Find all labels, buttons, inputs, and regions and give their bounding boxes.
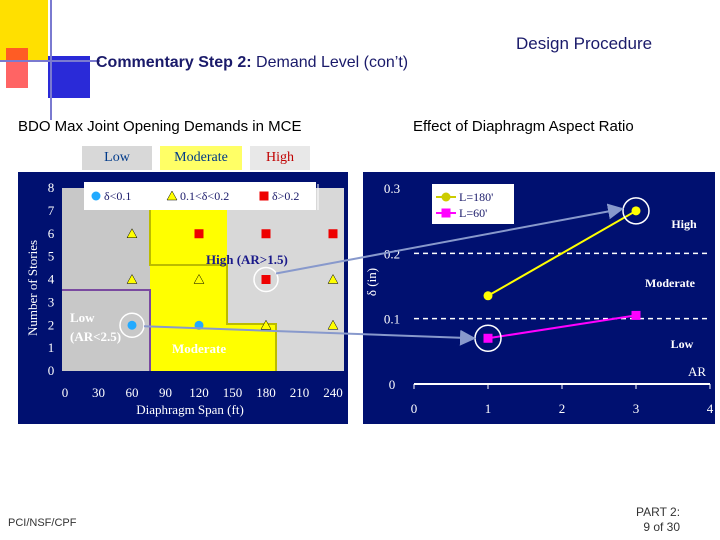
left-legend-marker <box>166 190 178 201</box>
right-series-line <box>487 314 637 340</box>
left-x-tick: 240 <box>323 385 343 400</box>
decor-horizontal-line <box>0 60 100 62</box>
right-data-point <box>631 310 641 320</box>
right-y-tick: 0.1 <box>384 312 400 327</box>
footer-part-label: PART 2: <box>636 505 681 519</box>
right-data-point <box>631 206 641 216</box>
left-axis-ticks: 0 30 60 90 120 150 180 210 240 0 1 2 3 4 5 6 7 8 <box>48 180 343 400</box>
moderate-region <box>150 188 276 371</box>
label-low-region-line2: (AR<2.5) <box>70 329 121 344</box>
right-legend-marker <box>441 192 451 202</box>
region-boundary-lower <box>62 289 151 371</box>
decor-red-square <box>6 48 28 88</box>
right-y-tick: 0 <box>389 377 396 392</box>
left-highlight-circle <box>119 312 145 338</box>
left-data-point <box>194 229 204 239</box>
decor-blue-square <box>48 56 90 98</box>
legend-high: High <box>250 146 310 170</box>
left-y-tick: 2 <box>48 317 55 332</box>
label-low-region-line1: Low <box>70 310 95 325</box>
connector-arrows <box>143 203 624 346</box>
left-chart-heading: BDO Max Joint Opening Demands in MCE <box>18 118 302 135</box>
zone-label-moderate: Moderate <box>645 276 696 290</box>
footer-page-count: 9 of 30 <box>643 520 681 534</box>
right-legend-label: L=60' <box>459 206 487 220</box>
right-chart-panel <box>363 172 715 424</box>
left-x-tick: 0 <box>62 385 69 400</box>
legend-low: Low <box>82 146 152 170</box>
left-y-axis-label: Number of Stories <box>25 240 40 336</box>
legend-moderate: Moderate <box>160 146 242 170</box>
slide-title-rest: Demand Level (con’t) <box>251 54 409 71</box>
left-chart: δ<0.1 0.1<δ<0.2 δ>0.2 0 30 60 90 120 150 180 210 2… <box>25 180 344 417</box>
left-x-tick: 180 <box>256 385 276 400</box>
right-x-tick: 1 <box>485 401 492 416</box>
connector-arrow-high <box>275 203 624 275</box>
left-x-tick: 150 <box>223 385 243 400</box>
footer-organization: PCI/NSF/CPF <box>8 517 77 529</box>
right-x-tick: 4 <box>707 401 714 416</box>
slide-title-bold: Commentary Step 2: <box>96 54 252 71</box>
left-data-point <box>127 320 137 330</box>
left-data-point <box>327 273 339 284</box>
right-series <box>474 197 650 353</box>
left-x-tick: 210 <box>290 385 310 400</box>
right-series-line <box>487 209 637 297</box>
left-x-axis-label: Diaphragm Span (ft) <box>136 402 244 417</box>
right-chart: L=180'L=60' 0 1 2 3 400.10.20.3 High Moderat… <box>364 181 714 416</box>
left-data-point <box>126 228 138 238</box>
left-y-tick: 0 <box>48 363 55 378</box>
label-high-region: High (AR>1.5) <box>206 252 288 267</box>
right-legend-label: L=180' <box>459 190 493 204</box>
left-legend-marker <box>91 191 101 201</box>
left-y-tick: 3 <box>48 294 55 309</box>
left-data-point <box>193 273 205 284</box>
left-legend-label: 0.1<δ<0.2 <box>180 189 229 203</box>
left-highlight-circle <box>253 266 279 293</box>
right-data-point <box>483 333 493 343</box>
label-moderate-region: Moderate <box>172 341 226 356</box>
right-y-tick: 0.3 <box>384 181 400 196</box>
left-data-point <box>261 275 271 284</box>
section-title: Design Procedure <box>516 34 653 53</box>
right-x-tick: 2 <box>559 401 566 416</box>
left-legend: δ<0.1 0.1<δ<0.2 δ>0.2 <box>91 189 299 203</box>
left-x-tick: 90 <box>159 385 172 400</box>
right-legend-marker <box>441 208 451 218</box>
left-legend-label: δ<0.1 <box>104 189 131 203</box>
left-y-tick: 8 <box>48 180 55 195</box>
right-x-tick: 0 <box>411 401 418 416</box>
left-y-tick: 4 <box>48 272 55 287</box>
left-data-point <box>327 319 339 330</box>
right-chart-heading: Effect of Diaphragm Aspect Ratio <box>413 118 634 135</box>
low-region <box>62 188 150 371</box>
left-data-point <box>261 229 271 239</box>
right-x-axis-label: AR <box>688 364 706 379</box>
footer-page-info: PART 2: 9 of 30 <box>636 505 680 535</box>
left-legend-marker <box>259 191 269 201</box>
left-data-point <box>126 273 138 284</box>
left-data-point <box>328 229 338 239</box>
left-y-tick: 6 <box>48 226 55 241</box>
zone-label-high: High <box>671 217 697 231</box>
connector-arrow-low <box>143 325 476 346</box>
left-y-tick: 5 <box>48 249 55 264</box>
right-x-tick: 3 <box>633 401 640 416</box>
slide-title: Commentary Step 2: Demand Level (con’t) <box>96 54 408 72</box>
zone-label-low: Low <box>671 337 694 351</box>
left-legend-box <box>84 182 316 210</box>
left-legend-label: δ>0.2 <box>272 189 299 203</box>
left-x-tick: 30 <box>92 385 105 400</box>
right-legend: L=180' L=60' <box>436 190 493 220</box>
left-y-tick: 1 <box>48 340 55 355</box>
right-y-axis-label: δ (in) <box>364 268 379 296</box>
left-x-tick: 60 <box>126 385 139 400</box>
high-region <box>227 188 344 371</box>
right-data-point <box>483 291 493 301</box>
left-data-point <box>260 319 272 330</box>
left-y-tick: 7 <box>48 203 55 218</box>
left-x-tick: 120 <box>189 385 209 400</box>
